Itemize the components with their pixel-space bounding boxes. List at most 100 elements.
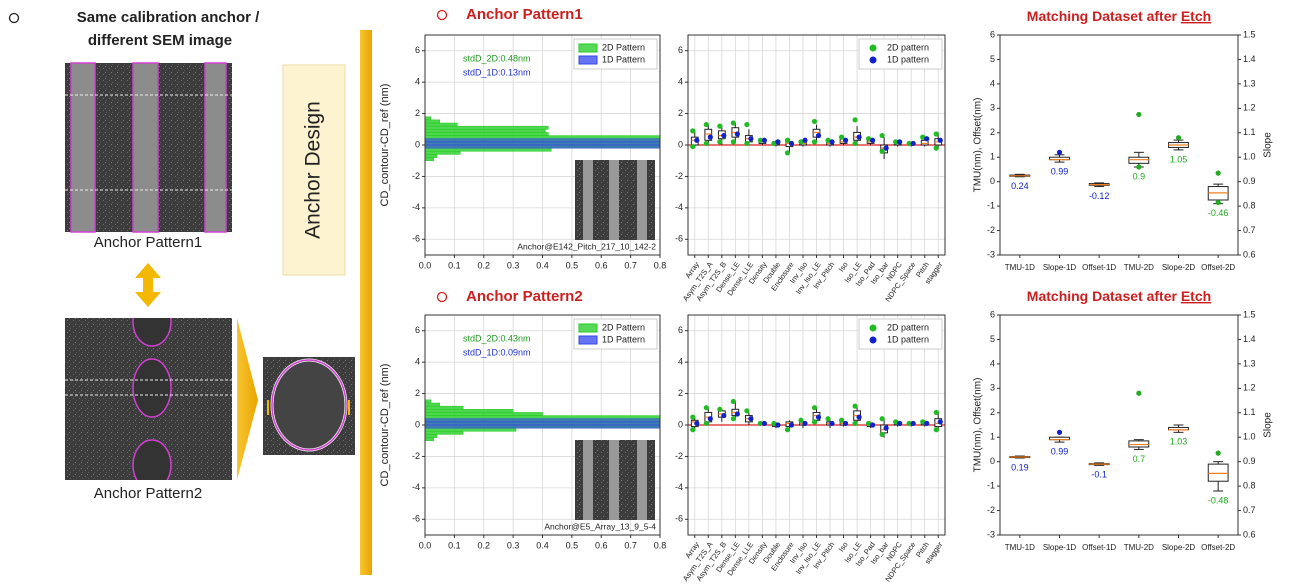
point [933, 427, 939, 433]
sem-image [65, 318, 232, 480]
y-axis-label: TMU(nm), Offset(nm) [973, 98, 984, 193]
outlier [1136, 390, 1142, 396]
x-tick-label: 0.7 [624, 260, 637, 270]
point [842, 137, 849, 143]
y-tick-label: 4 [990, 358, 995, 368]
y-tick-label: 0 [678, 419, 683, 429]
point [694, 137, 700, 143]
point [744, 121, 750, 128]
point [879, 148, 885, 154]
x-tick-label: Offset-1D [1082, 543, 1116, 552]
bullet [436, 9, 448, 21]
point [707, 416, 713, 422]
bar [424, 135, 661, 139]
y-tick-label: 6 [678, 45, 683, 55]
plot-frame [999, 314, 1239, 536]
point [937, 137, 943, 143]
divider [360, 30, 372, 575]
point [933, 145, 939, 151]
bar [424, 157, 435, 161]
point [856, 134, 862, 140]
value-label: 0.24 [1011, 181, 1029, 191]
y-tick-label: 4 [415, 357, 420, 367]
point [788, 422, 795, 428]
y-tick-label: 5 [990, 54, 995, 64]
plot-frame [687, 314, 946, 536]
x-tick-label: 0.6 [595, 540, 608, 550]
bar [424, 412, 543, 416]
chart-title-emphasis: Etch [1181, 8, 1211, 24]
legend-swatch [869, 324, 877, 332]
y-tick-label: -1 [987, 200, 995, 210]
y-axis-label: CD_contour-CD_ref (nm) [379, 364, 391, 487]
inset-feature [583, 160, 593, 240]
y2-tick-label: 1.2 [1243, 383, 1256, 393]
box [704, 128, 713, 141]
point [703, 121, 709, 128]
y-tick-label: 6 [678, 325, 683, 335]
x-tick-label: Slope-1D [1043, 543, 1077, 552]
point [730, 398, 736, 405]
section-label: Anchor Pattern2 [466, 288, 583, 305]
legend-swatch [578, 43, 598, 53]
bar [424, 154, 437, 158]
point [717, 123, 723, 129]
y-tick-label: 4 [678, 357, 683, 367]
point [721, 412, 727, 419]
value-label: 0.19 [1011, 462, 1029, 472]
image-label: Anchor Pattern1 [94, 234, 202, 251]
point [703, 140, 709, 147]
bar [424, 415, 661, 419]
inset-feature [609, 440, 619, 520]
outlier [1215, 199, 1221, 206]
legend-label: 2D pattern [887, 42, 929, 52]
inset-label: Anchor@E5_Array_13_9_5-4 [544, 521, 656, 531]
point [734, 411, 740, 417]
y2-tick-label: 1.3 [1243, 358, 1256, 368]
bar [424, 144, 661, 149]
point [852, 140, 858, 147]
bar [424, 418, 661, 423]
point [883, 145, 889, 151]
y-tick-label: 6 [990, 29, 995, 39]
y-tick-label: -4 [412, 202, 420, 212]
annotation: stdD_2D:0.48nm [463, 53, 531, 63]
x-tick-label: 0.0 [419, 540, 432, 550]
legend-box [858, 318, 943, 350]
inset-feature [583, 440, 593, 520]
x-tick-label: 0.8 [654, 260, 667, 270]
outlier [1215, 450, 1221, 456]
outlier [1175, 135, 1182, 141]
point [798, 417, 804, 423]
point [815, 132, 822, 139]
y-tick-label: -2 [412, 451, 420, 461]
point [883, 425, 889, 431]
bar [424, 122, 458, 127]
point [920, 419, 926, 425]
point [870, 137, 876, 143]
bar [424, 437, 435, 441]
bar [424, 151, 461, 155]
y-tick-label: -2 [412, 171, 420, 181]
box [1207, 463, 1229, 482]
point [784, 427, 791, 433]
point [730, 139, 736, 145]
point [897, 420, 903, 427]
annotation: stdD_1D:0.13nm [463, 67, 531, 77]
point [761, 420, 767, 427]
y2-tick-label: 1.3 [1243, 78, 1256, 88]
y2-tick-label: 1.0 [1243, 432, 1256, 442]
x-tick-label: 0.1 [448, 540, 461, 550]
point [748, 416, 754, 422]
chart-title: Matching Dataset after Etch [1027, 288, 1211, 304]
bar [424, 424, 661, 429]
bar [424, 399, 432, 404]
y-tick-label: 2 [415, 108, 420, 118]
point [829, 139, 835, 145]
y-tick-label: 5 [990, 334, 995, 344]
annotation: stdD_2D:0.43nm [463, 333, 531, 343]
y-tick-label: 0 [415, 419, 420, 429]
legend-label: 1D pattern [887, 334, 929, 344]
bullet [8, 12, 20, 24]
